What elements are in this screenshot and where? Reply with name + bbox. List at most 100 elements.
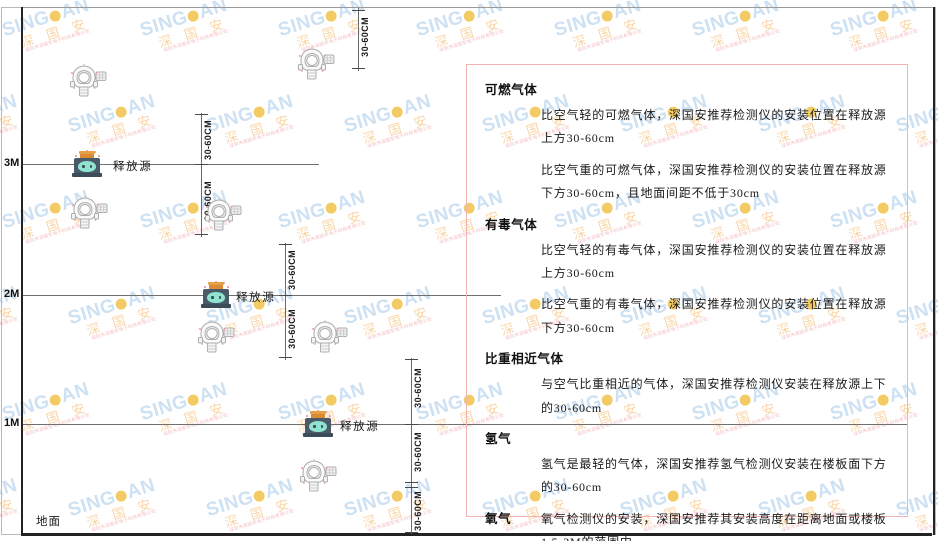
detector-below-3m [66, 194, 112, 234]
watermark-chinese: 深 国 安 [0, 303, 20, 338]
level-label-2m: 2M [4, 288, 20, 300]
dimension-tick [405, 359, 418, 360]
dimension-label: 30-60CM [287, 309, 297, 349]
source-screen [78, 161, 96, 172]
spec-heading: 氧气 [485, 511, 512, 526]
level-line-3m [23, 164, 319, 165]
spec-group: 氢气 氢气是最轻的气体，深国安推荐氢气检测仪安装在楼板面下方的30-60cm [485, 428, 891, 500]
dimension-tick [195, 114, 208, 115]
dimension-column-middle: 30-60CM 30-60CM [272, 243, 298, 360]
watermark-subtext: 深圳市深国安电子科技有限公司 [576, 28, 643, 53]
source-screen [309, 421, 327, 432]
dimension-column-lower: 30-60CM 30-60CM 30-60CM [398, 358, 424, 534]
detector-mid-right [306, 318, 352, 358]
detector-above-2m [200, 196, 246, 236]
level-label-1m: 1M [4, 417, 20, 429]
watermark-subtext: 深圳市深国安电子科技有限公司 [918, 508, 938, 533]
frame-right-edge [933, 7, 935, 535]
watermark-subtext: 深圳市深国安电子科技有限公司 [162, 28, 229, 53]
source-screen [207, 292, 225, 303]
specifications-panel: 可燃气体 比空气轻的可燃气体，深国安推荐检测仪的安装位置在释放源上方30-60cm… [466, 64, 908, 541]
watermark-chinese: 深 国 安 [84, 111, 158, 147]
detector-below-2m [193, 318, 239, 358]
dimension-line [357, 8, 359, 71]
dimension-tick [405, 424, 418, 425]
watermark-chinese: 深 国 安 [84, 495, 158, 531]
detector-above-3m [65, 62, 111, 102]
watermark-dot-icon [390, 105, 405, 119]
watermark-chinese: 深 国 安 [708, 15, 782, 51]
watermark-dot-icon [186, 9, 201, 23]
spec-paragraph: 比空气轻的有毒气体，深国安推荐检测仪的安装位置在释放源上方30-60cm [541, 242, 887, 280]
dimension-tick [279, 295, 292, 296]
watermark-dot-icon [114, 105, 129, 119]
release-source-2m [201, 281, 231, 309]
release-source-label-1m: 释放源 [340, 421, 380, 433]
dimension-tick [405, 532, 418, 533]
watermark-dot-icon [114, 489, 129, 503]
watermark-chinese: 深 国 安 [222, 111, 296, 147]
release-source-label-2m: 释放源 [236, 292, 276, 304]
release-source-label-3m: 释放源 [113, 161, 153, 173]
watermark-dot-icon [738, 9, 753, 23]
dimension-line [410, 358, 412, 534]
watermark-dot-icon [48, 393, 63, 407]
dimension-line [200, 113, 202, 237]
watermark-subtext: 深圳市深国安电子科技有限公司 [228, 124, 295, 149]
watermark-chinese: 深 国 安 [18, 399, 92, 435]
watermark-dot-icon [252, 489, 267, 503]
dimension-tick [405, 487, 418, 488]
ground-label: 地面 [36, 516, 61, 528]
watermark-subtext: 深圳市深国安电子科技有限公司 [918, 316, 938, 341]
watermark-chinese: 深 国 安 [84, 303, 158, 339]
watermark-dot-icon [876, 9, 891, 23]
watermark-chinese: 深 国 安 [294, 207, 368, 243]
release-source-3m [72, 150, 102, 178]
dimension-tick [195, 234, 208, 235]
dimension-tick [195, 164, 208, 165]
dimension-label: 30-60CM [287, 250, 297, 290]
spec-heading: 比重相近气体 [485, 352, 564, 367]
watermark-subtext: 深圳市深国安电子科技有限公司 [918, 124, 938, 149]
detector-top-right [293, 45, 339, 85]
dimension-tick [352, 10, 365, 11]
spec-group: 有毒气体 比空气轻的有毒气体，深国安推荐检测仪的安装位置在释放源上方30-60cm… [485, 214, 891, 341]
dimension-label: 30-60CM [413, 432, 423, 472]
watermark-subtext: 深圳市深国安电子科技有限公司 [0, 124, 19, 149]
dimension-label: 30-60CM [360, 17, 370, 57]
watermark-subtext: 深圳市深国安电子科技有限公司 [366, 124, 433, 149]
source-cap [310, 411, 326, 420]
vertical-height-axis [21, 7, 23, 535]
watermark-dot-icon [48, 201, 63, 215]
watermark-subtext: 深圳市深国安电子科技有限公司 [90, 316, 157, 341]
spec-paragraph: 氧气检测仪的安装，深国安推荐其安装高度在距离地面或楼板1.5-2M的范围内 [541, 511, 887, 541]
watermark-chinese: 深 国 安 [360, 111, 434, 147]
dimension-tick [279, 357, 292, 358]
dimension-line [284, 243, 286, 360]
watermark-dot-icon [186, 393, 201, 407]
source-cap [79, 151, 95, 160]
watermark-chinese: 深 国 安 [570, 15, 644, 51]
detector-below-1m [295, 457, 341, 497]
source-cap [208, 282, 224, 291]
watermark-chinese: 深 国 安 [156, 15, 230, 51]
